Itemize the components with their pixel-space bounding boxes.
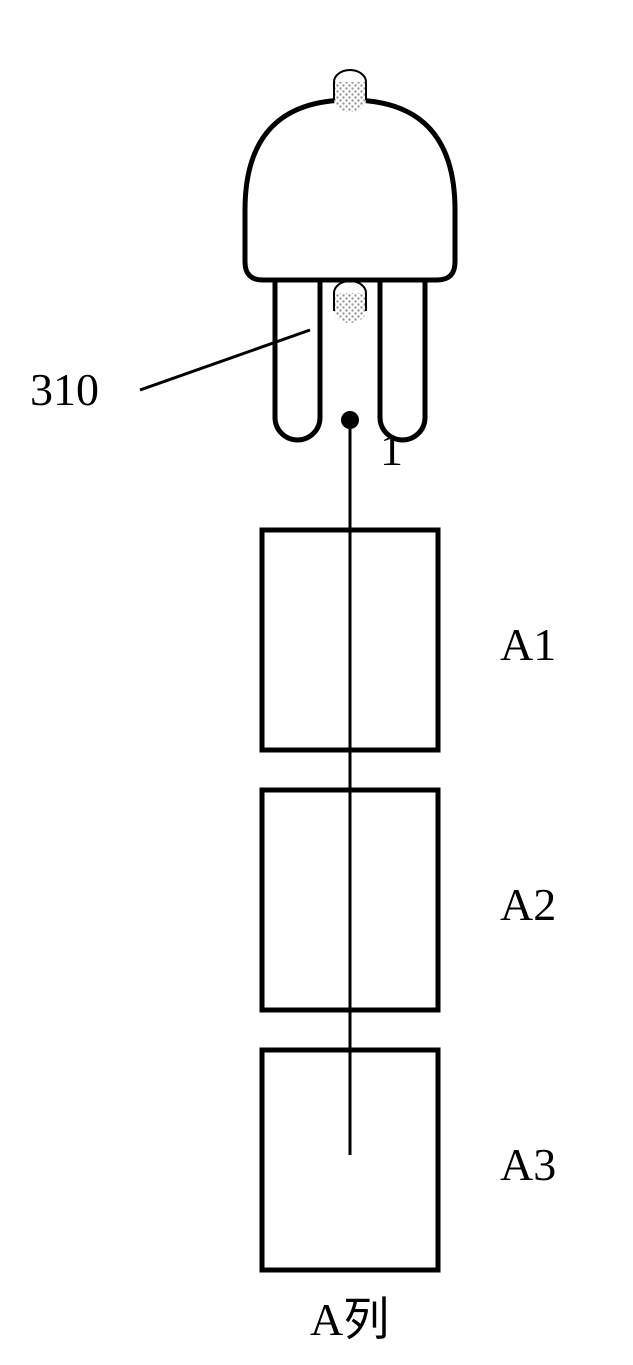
prong-left <box>275 280 320 440</box>
top-stub <box>334 70 366 112</box>
box-column: A1 A2 A3 <box>262 530 556 1270</box>
reference-point-label: 1 <box>380 424 403 475</box>
box-label-A3: A3 <box>500 1139 556 1190</box>
box-label-A2: A2 <box>500 879 556 930</box>
box-A2 <box>262 790 438 1010</box>
diagram-canvas: 310 1 A1 A2 A3 A列 <box>0 0 633 1365</box>
callout-label: 310 <box>30 364 99 415</box>
callout-leader <box>140 330 310 390</box>
box-A1 <box>262 530 438 750</box>
box-A3 <box>262 1050 438 1270</box>
inner-stub <box>334 281 366 323</box>
box-label-A1: A1 <box>500 619 556 670</box>
column-label: A列 <box>310 1294 389 1345</box>
device-body <box>245 100 455 280</box>
prong-right <box>380 280 425 440</box>
